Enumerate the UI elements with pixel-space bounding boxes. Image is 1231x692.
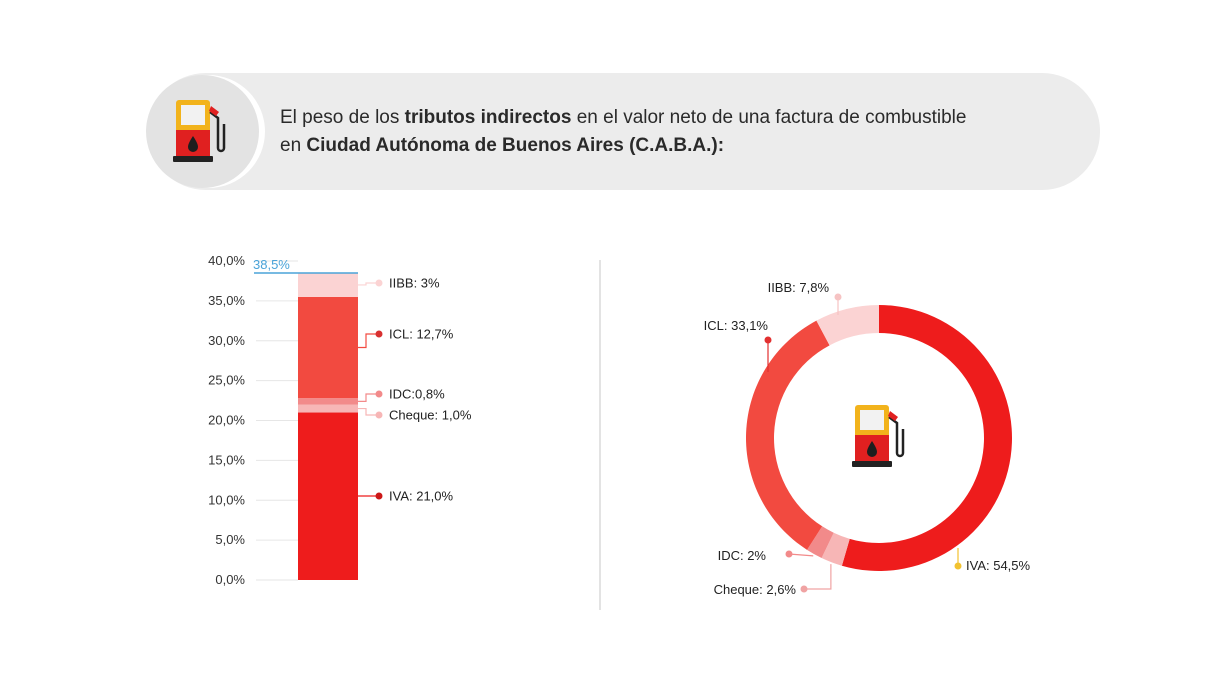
title-banner — [148, 73, 1100, 190]
donut-slice-cheque — [821, 532, 850, 566]
fuel-pump-icon — [852, 405, 905, 467]
data-label-icl: ICL: 12,7% — [389, 327, 454, 342]
callout-dot — [375, 279, 383, 287]
y-tick-label: 40,0% — [208, 253, 245, 268]
callout-line — [358, 282, 379, 286]
bar-segment-cheque — [298, 404, 358, 413]
callout-line — [358, 407, 379, 416]
donut-slice-iva — [841, 305, 1012, 571]
chart-divider — [599, 260, 601, 610]
callout-dot — [800, 585, 808, 593]
data-label-iva: IVA: 21,0% — [389, 489, 454, 504]
bar-segment-iva — [298, 412, 358, 580]
callout-line — [788, 553, 814, 557]
callout-dot — [785, 550, 793, 558]
y-tick-label: 35,0% — [208, 293, 245, 308]
data-label-iibb: IIBB: 7,8% — [768, 280, 830, 295]
icon-nozzle — [888, 411, 898, 421]
callout-dot — [375, 390, 383, 398]
data-label-idc: IDC: 2% — [718, 548, 767, 563]
icon-foot — [852, 461, 892, 467]
callout-dot — [834, 293, 842, 301]
icon-drop — [867, 441, 877, 457]
data-label-iva: IVA: 54,5% — [966, 558, 1031, 573]
donut-slice-iibb — [816, 305, 879, 346]
bar-segment-icl — [298, 296, 358, 399]
data-label-cheque: Cheque: 1,0% — [389, 408, 472, 423]
stacked-bar-chart: 0,0% 5,0% 10,0% 15,0% 20,0% 25,0% 30,0% 35,0% 40… — [208, 253, 472, 587]
donut-slice-idc — [807, 526, 834, 558]
data-label-iibb: IIBB: 3% — [389, 276, 440, 291]
y-tick-label: 25,0% — [208, 373, 245, 388]
y-tick-label: 30,0% — [208, 333, 245, 348]
title-bold-2: Ciudad Autónoma de Buenos Aires (C.A.B.A… — [306, 135, 725, 156]
total-label: 38,5% — [253, 257, 290, 272]
title-text-3: en — [280, 135, 307, 156]
data-label-cheque: Cheque: 2,6% — [714, 582, 797, 597]
callout-dot — [375, 492, 383, 500]
y-tick-label: 10,0% — [208, 492, 245, 507]
y-tick-label: 0,0% — [215, 572, 245, 587]
chart-title: El peso de los tributos indirectos en el… — [280, 104, 1090, 160]
donut-chart: IVA: 54,5% Cheque: 2,6% IDC: 2% ICL: 33,1% I… — [704, 280, 1031, 597]
callout-dot — [375, 330, 383, 338]
fuel-pump-icon — [173, 100, 226, 162]
data-label-icl: ICL: 33,1% — [704, 318, 769, 333]
y-tick-label: 20,0% — [208, 413, 245, 428]
y-tick-label: 15,0% — [208, 452, 245, 467]
bar-segment-idc — [298, 398, 358, 405]
bar-segment-iibb — [298, 272, 358, 297]
callout-line — [804, 564, 832, 590]
callout-dot — [954, 562, 962, 570]
callout-dot — [375, 411, 383, 419]
title-bold-1: tributos indirectos — [404, 107, 572, 128]
donut-slice-icl — [746, 320, 830, 550]
icon-screen — [860, 410, 884, 430]
data-label-idc: IDC:0,8% — [389, 387, 445, 402]
callout-line — [358, 333, 379, 349]
title-text-2: en el valor neto de una factura de combu… — [571, 107, 967, 128]
y-tick-label: 5,0% — [215, 532, 245, 547]
callout-line — [358, 393, 379, 402]
title-text-1: El peso de los — [280, 107, 405, 128]
icon-hose — [888, 416, 905, 458]
callout-dot — [764, 336, 772, 344]
